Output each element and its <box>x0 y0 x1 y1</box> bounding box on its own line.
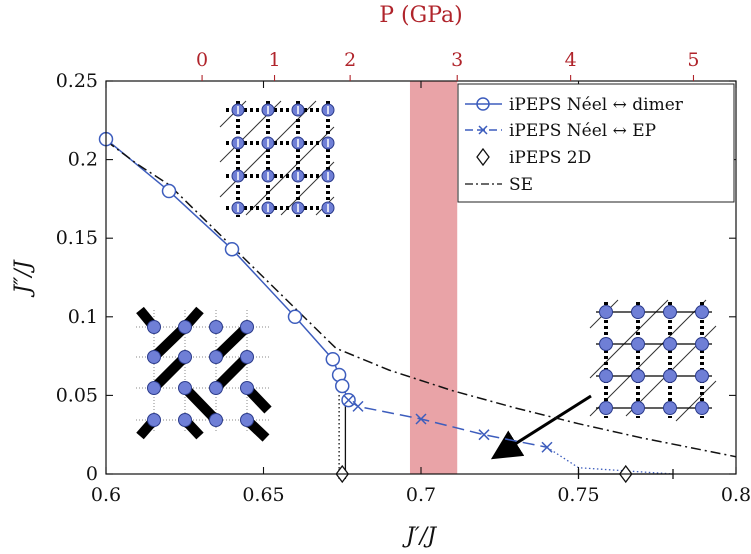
data-point-cross <box>478 429 490 441</box>
legend-entry-neel-dimer: iPEPS Néel ↔ dimer <box>465 95 684 115</box>
legend-label-neel-dimer: iPEPS Néel ↔ dimer <box>509 95 684 115</box>
inset-plaquette-lattice <box>589 299 717 422</box>
legend-entry-neel-ep: iPEPS Néel ↔ EP <box>465 121 656 141</box>
y-tick-label: 0 <box>86 463 98 485</box>
x-axis-title: J′/J <box>402 524 437 549</box>
top-tick-label: 1 <box>268 49 280 71</box>
shaded-region <box>409 81 458 474</box>
data-point-circle <box>335 378 350 394</box>
top-tick-label: 4 <box>565 49 577 71</box>
x-tick-label: 0.65 <box>242 484 284 506</box>
series-line-3 <box>106 140 736 458</box>
series-line-0 <box>106 138 350 401</box>
data-point-cross <box>352 400 364 412</box>
data-point-circle <box>287 309 303 325</box>
data-point-circle <box>325 351 341 367</box>
top-tick-label: 5 <box>687 49 699 71</box>
legend-label-se: SE <box>509 175 533 195</box>
inset-dimer-lattice <box>136 306 272 442</box>
y-tick-label: 0.1 <box>68 306 98 328</box>
x-tick-label: 0.75 <box>557 484 599 506</box>
x-tick-label: 0.6 <box>91 484 121 506</box>
legend-entry-2d: iPEPS 2D <box>476 147 591 168</box>
guide-line-2 <box>546 446 674 474</box>
data-point-cross <box>541 441 553 453</box>
data-point-circle <box>161 183 177 199</box>
y-tick-label: 0.25 <box>56 70 98 92</box>
y-tick-label: 0.15 <box>56 227 98 249</box>
legend-label-2d: iPEPS 2D <box>509 148 591 168</box>
legend-entry-se: SE <box>465 175 533 195</box>
top-tick-label: 0 <box>196 49 208 71</box>
top-tick-label: 3 <box>451 49 463 71</box>
inset-neel-lattice <box>219 100 335 217</box>
data-point-cross <box>415 413 427 425</box>
top-tick-label: 2 <box>344 49 356 71</box>
legend: iPEPS Néel ↔ dimer iPEPS Néel ↔ EP iPEPS… <box>457 83 735 203</box>
x-tick-label: 0.7 <box>406 484 436 506</box>
y-axis-title: J″/J <box>11 259 36 297</box>
legend-label-neel-ep: iPEPS Néel ↔ EP <box>509 121 656 141</box>
legend-box <box>457 83 735 203</box>
data-point-cross <box>343 394 355 406</box>
data-point-circle <box>224 241 240 257</box>
y-tick-label: 0.05 <box>56 384 98 406</box>
x-tick-label: 0.8 <box>721 484 751 506</box>
y-tick-label: 0.2 <box>68 149 98 171</box>
top-axis-title: P (GPa) <box>379 3 462 28</box>
pointer-arrow <box>490 394 592 460</box>
